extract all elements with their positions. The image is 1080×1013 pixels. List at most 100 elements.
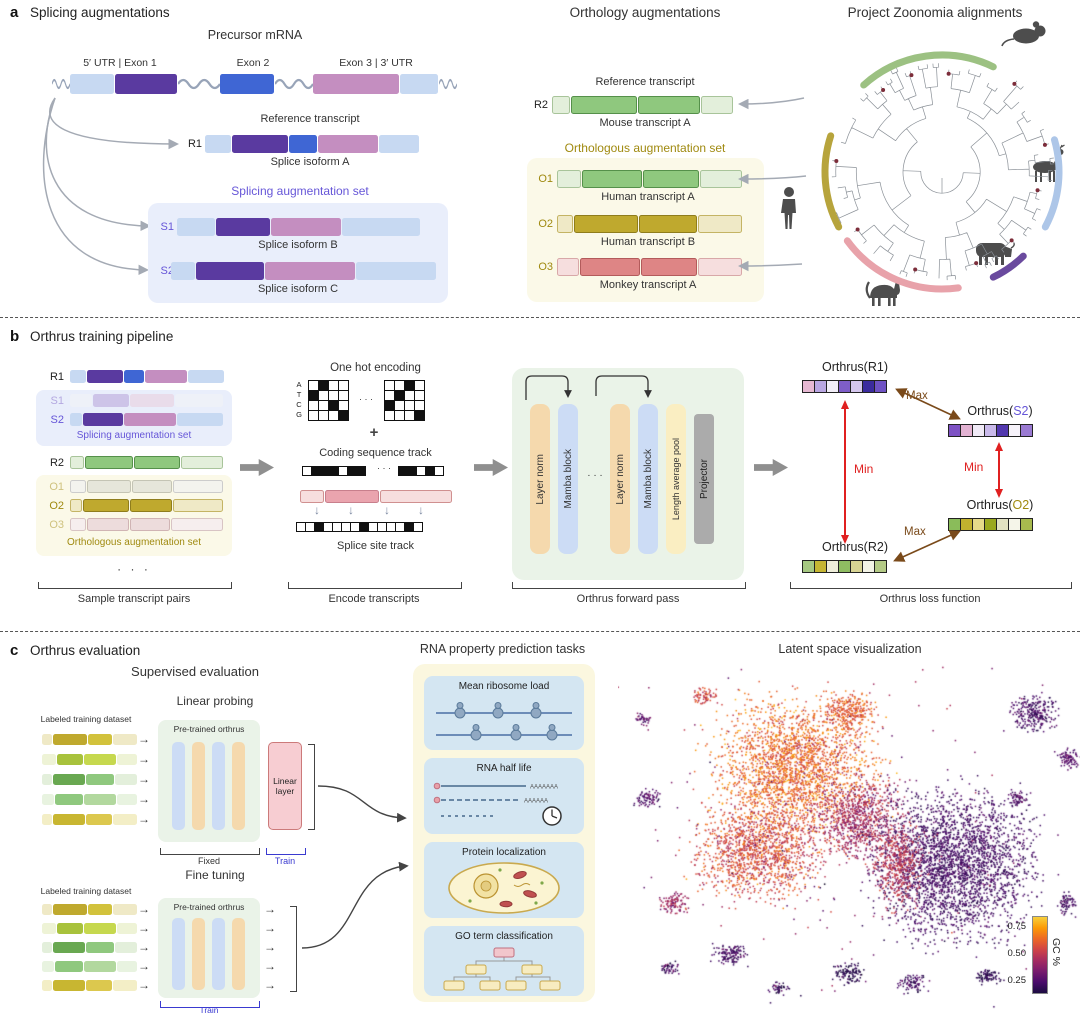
transcript-segment: [134, 456, 180, 469]
o3-id: O3: [538, 261, 553, 273]
arrow-encode-to-model: [474, 459, 508, 476]
o3-bar: [557, 258, 742, 276]
leaf-dot: [855, 227, 860, 232]
dataset-bar: [42, 980, 137, 991]
transcript-segment: [220, 74, 274, 94]
transcript-segment: [582, 170, 642, 188]
colorbar-axis-label: GC %: [1050, 938, 1062, 967]
transcript-segment: [86, 980, 112, 991]
leaf-dot: [909, 73, 914, 78]
leaf-dot: [1042, 142, 1047, 147]
transcript-segment: [113, 734, 137, 745]
transcript-segment: [325, 490, 379, 503]
transcript-segment: [87, 480, 131, 493]
s1-caption: Splice isoform B: [258, 239, 338, 251]
max-label-1: Max: [906, 390, 928, 402]
splice-track-title: Splice site track: [336, 540, 415, 552]
transcript-segment: [342, 218, 420, 236]
transcript-segment: [356, 262, 436, 280]
output-arrow: →: [264, 959, 276, 973]
transcript-segment: [84, 794, 116, 805]
model-layer-bar: [192, 742, 205, 830]
colorbar-tick-050: 0.50: [1007, 948, 1027, 959]
finetune-to-tasks-arrow: [301, 861, 409, 949]
transcript-segment: [171, 518, 223, 531]
transcript-segment: [86, 942, 114, 953]
transcript-segment: [188, 370, 224, 383]
b-ortho-set-label: Orthologous augmentation set: [67, 537, 201, 548]
leaf-dot: [834, 159, 839, 164]
pretrained-label-1: Pre-trained orthrus: [173, 724, 245, 734]
b-o3-bar: [70, 518, 223, 531]
transcript-segment: [55, 794, 83, 805]
b-s2-bar: [70, 413, 223, 426]
dendrogram-lines: [831, 63, 1055, 281]
onehot-cell: [415, 401, 425, 411]
b-r1-id: R1: [49, 371, 64, 383]
transcript-segment: [86, 774, 114, 785]
transcript-segment: [53, 814, 85, 825]
b-r2-id: R2: [49, 457, 64, 469]
dataset-bar: [42, 794, 137, 805]
base-t: T: [296, 390, 302, 399]
splice-arrows: [42, 97, 179, 276]
coding-track-cells-2: [398, 466, 444, 476]
transcript-segment: [643, 170, 699, 188]
transcript-segment: [117, 961, 137, 972]
s1-bar: [177, 218, 420, 236]
transcript-segment: [70, 413, 82, 426]
embedding-o2: [948, 518, 1033, 531]
finetune-output-bracket: [290, 906, 297, 992]
b-s1-id: S1: [50, 395, 64, 407]
length-average-pool: Length average pool: [666, 404, 686, 554]
b-s2-id: S2: [50, 414, 64, 426]
transcript-segment: [42, 942, 52, 953]
panel-b-title: Orthrus training pipeline: [30, 329, 174, 344]
transcript-segment: [124, 370, 144, 383]
train-bracket-1: [266, 848, 306, 855]
mamba-block-2: Mamba block: [638, 404, 658, 554]
leaf-dot: [974, 261, 979, 266]
train-bracket-2: [160, 1001, 260, 1008]
tree-to-transcript-arrows: [738, 97, 807, 272]
input-arrow: →: [138, 940, 150, 954]
transcript-segment: [557, 170, 581, 188]
model-layer-bar: [172, 742, 185, 830]
transcript-segment: [70, 480, 86, 493]
transcript-segment: [113, 904, 137, 915]
projector: Projector: [694, 414, 714, 544]
transcript-segment: [115, 942, 137, 953]
mouse-icon: [1001, 21, 1046, 47]
onehot-cell: [415, 381, 425, 391]
transcript-segment: [42, 734, 52, 745]
o2-bar: [557, 215, 742, 233]
transcript-segment: [87, 518, 129, 531]
colorbar-tick-075: 0.75: [1007, 921, 1027, 932]
transcript-segment: [53, 942, 85, 953]
transcript-segment: [57, 923, 83, 934]
leaf-dot: [946, 71, 951, 76]
task-go-term-classification: GO term classification: [424, 926, 584, 996]
b-r2-bar: [70, 456, 223, 469]
o2-caption: Human transcript B: [600, 236, 696, 248]
transcript-segment: [639, 215, 697, 233]
train-label-2: Train: [199, 1005, 219, 1013]
transcript-segment: [117, 794, 137, 805]
base-c: C: [296, 400, 302, 409]
max-arrow-1: [895, 388, 961, 420]
transcript-segment: [86, 814, 112, 825]
exon2-label: Exon 2: [236, 57, 270, 69]
onehot-cell: [385, 381, 395, 391]
onehot-cell: [405, 401, 415, 411]
splice-set-label: Splicing augmentation set: [231, 184, 369, 198]
zoonomia-title: Project Zoonomia alignments: [847, 5, 1023, 20]
down-arrow-1: ↓: [314, 503, 320, 517]
sample-pairs-bracket: [38, 582, 232, 589]
onehot-cell: [309, 391, 319, 401]
transcript-segment: [70, 394, 92, 407]
down-arrow-2: ↓: [348, 503, 354, 517]
human-icon: [781, 187, 796, 229]
transcript-segment: [42, 980, 52, 991]
train-label-1: Train: [274, 856, 296, 866]
orthrus-s2-title: Orthrus(S2): [967, 404, 1033, 418]
